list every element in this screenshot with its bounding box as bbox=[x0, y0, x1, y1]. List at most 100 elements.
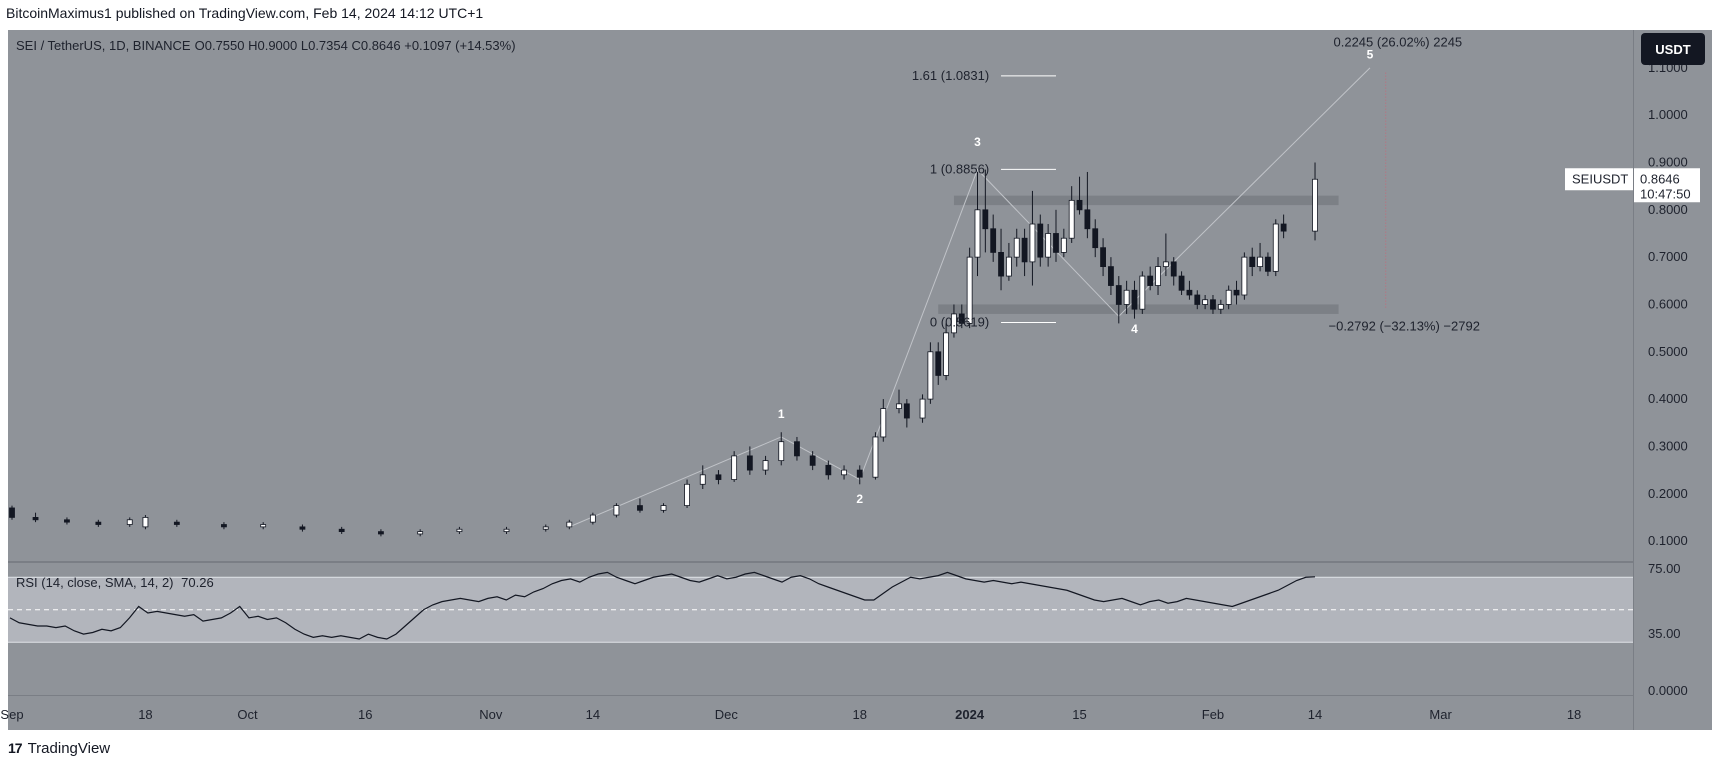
candle bbox=[338, 528, 345, 533]
measure-up-label: 0.2245 (26.02%) 2245 bbox=[1334, 35, 1463, 50]
candle bbox=[1225, 289, 1232, 305]
fib-1-label: 1 (0.8856) bbox=[930, 161, 989, 176]
candle bbox=[637, 505, 643, 511]
price-tick: 0.7000 bbox=[1648, 249, 1688, 264]
candle bbox=[1068, 199, 1075, 239]
price-tick: 0.3000 bbox=[1648, 438, 1688, 453]
candle bbox=[1178, 275, 1185, 291]
candle bbox=[951, 313, 957, 334]
time-axis[interactable] bbox=[8, 695, 1633, 730]
price-tick: 0.4000 bbox=[1648, 391, 1688, 406]
candle bbox=[1312, 178, 1318, 232]
rsi-value: 70.26 bbox=[181, 575, 214, 590]
candle bbox=[1037, 223, 1044, 258]
candle bbox=[9, 507, 15, 518]
resistance-box bbox=[953, 195, 1339, 206]
candle bbox=[1005, 256, 1012, 277]
wave-label-3: 3 bbox=[974, 135, 981, 149]
wave-label-2: 2 bbox=[856, 492, 863, 506]
candle bbox=[943, 332, 949, 376]
time-tick: 14 bbox=[1308, 707, 1322, 722]
tradingview-logo-icon: 17 bbox=[8, 740, 23, 756]
candle bbox=[841, 469, 847, 476]
candle bbox=[731, 455, 738, 480]
time-tick: 18 bbox=[853, 707, 867, 722]
candle bbox=[1186, 289, 1193, 296]
candle bbox=[417, 531, 424, 535]
wave-label-1: 1 bbox=[778, 407, 785, 421]
candle bbox=[95, 521, 102, 525]
candle bbox=[589, 514, 596, 523]
price-tick: 1.0000 bbox=[1648, 107, 1688, 122]
time-tick: Oct bbox=[237, 707, 258, 722]
rsi-tick: 0.0000 bbox=[1648, 683, 1688, 698]
candle bbox=[825, 464, 832, 476]
candle bbox=[1100, 247, 1106, 268]
candle bbox=[456, 528, 463, 533]
wave-label-5: 5 bbox=[1367, 47, 1374, 61]
rsi-tick: 35.00 bbox=[1648, 626, 1681, 641]
candle bbox=[1092, 228, 1099, 249]
candle bbox=[762, 460, 769, 471]
last-price-value: 0.8646 bbox=[1640, 171, 1680, 186]
candle bbox=[503, 528, 510, 533]
symbol-legend: SEI / TetherUS, 1D, BINANCE O0.7550 H0.90… bbox=[16, 38, 516, 53]
candle bbox=[974, 209, 981, 258]
candle bbox=[1060, 237, 1067, 253]
candle bbox=[260, 524, 267, 528]
candle bbox=[1241, 256, 1248, 296]
candle bbox=[809, 455, 816, 466]
candle bbox=[746, 455, 753, 471]
price-tick: 0.8000 bbox=[1648, 202, 1688, 217]
candle bbox=[966, 256, 973, 324]
candle bbox=[1147, 275, 1154, 286]
time-tick: Sep bbox=[0, 707, 23, 722]
candle bbox=[1272, 223, 1279, 272]
candle bbox=[1280, 223, 1287, 232]
candle bbox=[715, 474, 722, 480]
candle bbox=[684, 483, 690, 506]
candle bbox=[1257, 256, 1263, 268]
publisher-line: BitcoinMaximus1 published on TradingView… bbox=[6, 5, 484, 21]
candle bbox=[958, 313, 965, 324]
candle bbox=[126, 519, 133, 525]
ohlc-values: O0.7550 H0.9000 L0.7354 C0.8646 +0.1097 … bbox=[194, 38, 516, 53]
candle bbox=[1265, 256, 1271, 272]
rsi-label: RSI (14, close, SMA, 14, 2) bbox=[16, 575, 174, 590]
last-price-box bbox=[1634, 168, 1700, 203]
candle bbox=[1108, 266, 1114, 286]
candle bbox=[872, 436, 879, 478]
candle bbox=[935, 351, 942, 376]
candle bbox=[1202, 299, 1209, 305]
candle bbox=[1076, 199, 1083, 211]
candle bbox=[299, 526, 306, 530]
candle bbox=[699, 474, 706, 485]
candle bbox=[1233, 289, 1240, 296]
candle bbox=[378, 531, 384, 535]
candle bbox=[1029, 223, 1036, 263]
candle bbox=[542, 526, 549, 530]
candle bbox=[998, 252, 1004, 277]
last-price-countdown: 10:47:50 bbox=[1640, 186, 1691, 201]
candle bbox=[32, 517, 39, 521]
candle bbox=[896, 403, 902, 409]
currency-unit-button[interactable]: USDT bbox=[1641, 33, 1705, 65]
price-axis[interactable] bbox=[1633, 30, 1712, 730]
candle bbox=[1249, 256, 1256, 268]
candle bbox=[1131, 289, 1138, 310]
candle bbox=[1194, 294, 1201, 305]
candle bbox=[1045, 233, 1052, 258]
price-tick: 0.6000 bbox=[1648, 296, 1688, 311]
candle bbox=[778, 441, 785, 462]
candle bbox=[919, 398, 926, 419]
candle bbox=[1170, 261, 1177, 277]
time-tick: 18 bbox=[138, 707, 152, 722]
candle bbox=[880, 408, 887, 438]
candle bbox=[927, 351, 934, 400]
candle bbox=[566, 521, 573, 528]
support-box bbox=[938, 304, 1339, 314]
time-tick: 18 bbox=[1567, 707, 1581, 722]
candle bbox=[990, 228, 997, 253]
